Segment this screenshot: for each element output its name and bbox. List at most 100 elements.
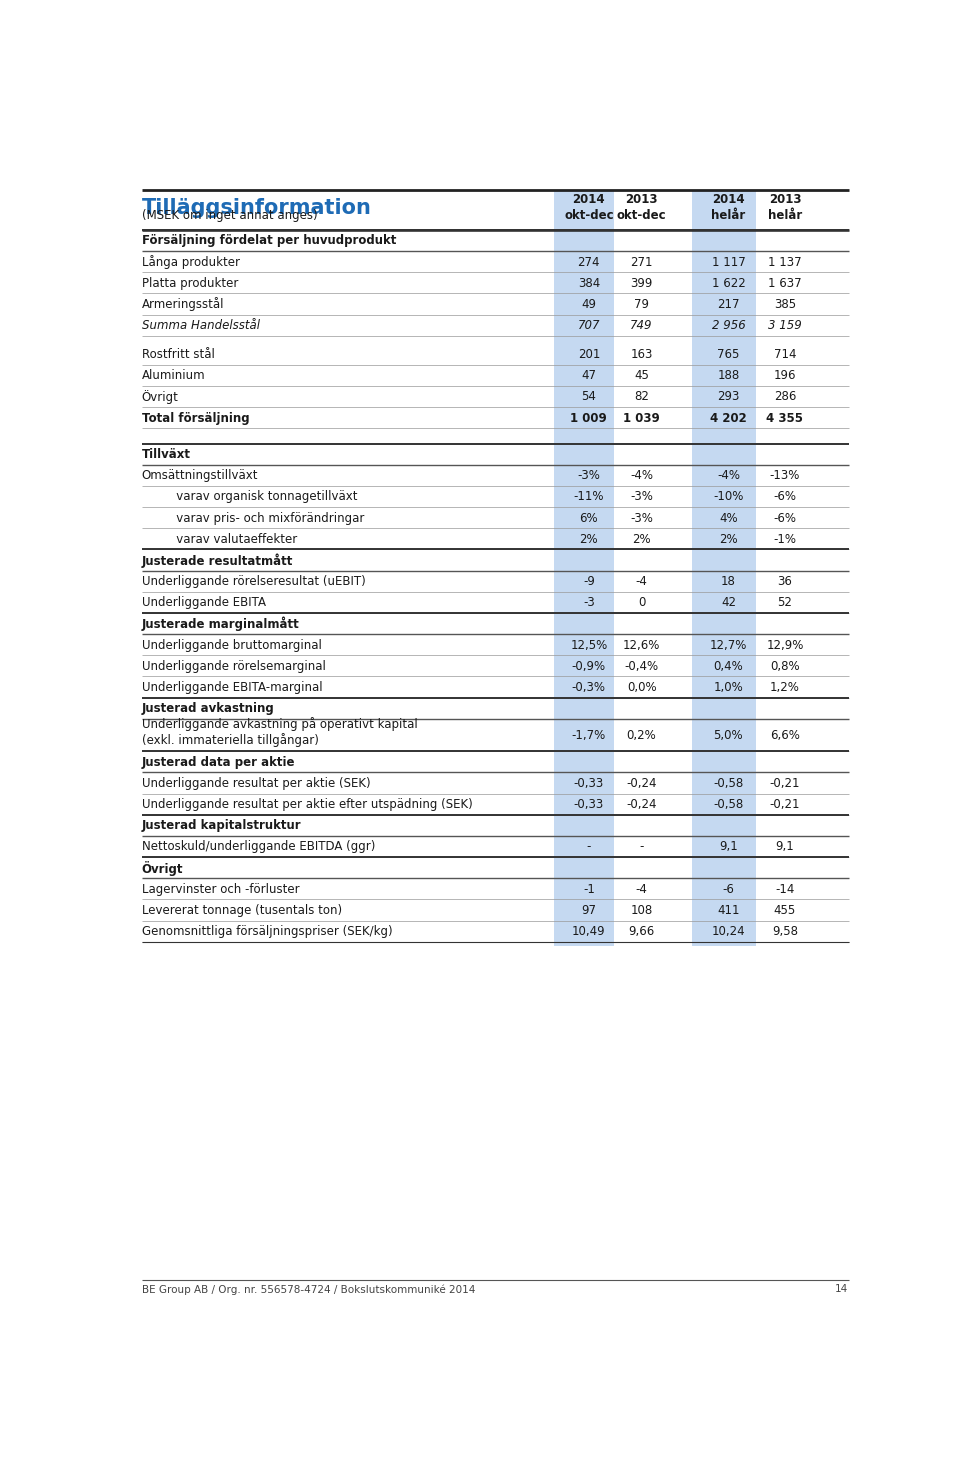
Text: -0,58: -0,58 (713, 798, 743, 812)
Text: okt-dec: okt-dec (564, 209, 613, 222)
Text: 0: 0 (637, 597, 645, 610)
Text: 36: 36 (778, 574, 792, 588)
Text: 749: 749 (631, 320, 653, 331)
Text: Nettoskuld/underliggande EBITDA (ggr): Nettoskuld/underliggande EBITDA (ggr) (142, 841, 375, 853)
Text: -3%: -3% (577, 470, 600, 482)
Text: Aluminium: Aluminium (142, 370, 205, 382)
Text: Underliggande resultat per aktie (SEK): Underliggande resultat per aktie (SEK) (142, 776, 371, 790)
Text: 0,2%: 0,2% (627, 729, 657, 742)
Text: 1 637: 1 637 (768, 277, 802, 290)
Text: -4%: -4% (630, 470, 653, 482)
Text: Justerade resultatmått: Justerade resultatmått (142, 554, 293, 567)
Text: Underliggande avkastning på operativt kapital
(exkl. immateriella tillgångar): Underliggande avkastning på operativt ka… (142, 717, 418, 747)
Text: 97: 97 (582, 904, 596, 916)
Text: 217: 217 (717, 298, 739, 311)
Text: Genomsnittliga försäljningspriser (SEK/kg): Genomsnittliga försäljningspriser (SEK/k… (142, 925, 393, 938)
Text: 411: 411 (717, 904, 739, 916)
Text: Platta produkter: Platta produkter (142, 277, 238, 290)
Text: -4: -4 (636, 574, 647, 588)
Text: 1 622: 1 622 (711, 277, 745, 290)
Text: -1: -1 (583, 882, 595, 896)
Text: 455: 455 (774, 904, 796, 916)
Text: 0,8%: 0,8% (770, 660, 800, 673)
Text: Levererat tonnage (tusentals ton): Levererat tonnage (tusentals ton) (142, 904, 342, 916)
Text: -0,58: -0,58 (713, 776, 743, 790)
Text: 45: 45 (635, 370, 649, 382)
Text: 384: 384 (578, 277, 600, 290)
Text: 10,24: 10,24 (711, 925, 745, 938)
Text: 2014: 2014 (712, 193, 745, 206)
Text: (MSEK om inget annat anges): (MSEK om inget annat anges) (142, 209, 318, 222)
Text: Försäljning fördelat per huvudprodukt: Försäljning fördelat per huvudprodukt (142, 234, 396, 247)
Text: 293: 293 (717, 390, 739, 404)
Text: -: - (587, 841, 591, 853)
Text: 274: 274 (578, 256, 600, 268)
Text: 0,4%: 0,4% (713, 660, 743, 673)
Text: -4%: -4% (717, 470, 740, 482)
Text: helår: helår (711, 209, 746, 222)
Text: Underliggande rörelsemarginal: Underliggande rörelsemarginal (142, 660, 325, 673)
Text: 201: 201 (578, 348, 600, 361)
Text: varav organisk tonnagetillväxt: varav organisk tonnagetillväxt (165, 491, 357, 504)
Text: Övrigt: Övrigt (142, 860, 183, 875)
Text: -: - (639, 841, 644, 853)
Text: -6%: -6% (774, 491, 797, 504)
Text: 1,0%: 1,0% (713, 681, 743, 694)
Text: Underliggande EBITA: Underliggande EBITA (142, 597, 266, 610)
Text: 714: 714 (774, 348, 796, 361)
Text: 0,0%: 0,0% (627, 681, 657, 694)
Text: -0,24: -0,24 (626, 776, 657, 790)
Text: 2%: 2% (719, 533, 737, 546)
Text: Armeringsstål: Armeringsstål (142, 298, 225, 311)
Text: 399: 399 (631, 277, 653, 290)
Text: Total försäljning: Total försäljning (142, 411, 250, 424)
Text: 9,1: 9,1 (776, 841, 794, 853)
Text: 18: 18 (721, 574, 735, 588)
Text: 9,1: 9,1 (719, 841, 737, 853)
Text: 6%: 6% (580, 511, 598, 524)
Text: 707: 707 (578, 320, 600, 331)
Text: Justerad data per aktie: Justerad data per aktie (142, 756, 296, 769)
Text: -3: -3 (583, 597, 595, 610)
Text: Lagervinster och -förluster: Lagervinster och -förluster (142, 882, 300, 896)
Text: 1 117: 1 117 (711, 256, 745, 268)
Text: varav valutaeffekter: varav valutaeffekter (165, 533, 298, 546)
Text: 54: 54 (582, 390, 596, 404)
Text: Underliggande bruttomarginal: Underliggande bruttomarginal (142, 639, 322, 651)
Text: Omsättningstillväxt: Omsättningstillväxt (142, 470, 258, 482)
Text: Summa Handelsstål: Summa Handelsstål (142, 320, 260, 331)
Text: -14: -14 (776, 882, 795, 896)
Text: Justerad kapitalstruktur: Justerad kapitalstruktur (142, 819, 301, 832)
Bar (692, 190, 756, 946)
Text: okt-dec: okt-dec (616, 209, 666, 222)
Text: Underliggande rörelseresultat (uEBIT): Underliggande rörelseresultat (uEBIT) (142, 574, 366, 588)
Text: 49: 49 (582, 298, 596, 311)
Text: helår: helår (768, 209, 802, 222)
Text: 12,6%: 12,6% (623, 639, 660, 651)
Text: -1%: -1% (774, 533, 797, 546)
Text: -0,21: -0,21 (770, 776, 801, 790)
Text: -0,21: -0,21 (770, 798, 801, 812)
Text: 1,2%: 1,2% (770, 681, 800, 694)
Text: 12,9%: 12,9% (766, 639, 804, 651)
Text: Underliggande EBITA-marginal: Underliggande EBITA-marginal (142, 681, 323, 694)
Text: 5,0%: 5,0% (713, 729, 743, 742)
Text: 14: 14 (835, 1284, 849, 1295)
Text: 2 956: 2 956 (711, 320, 745, 331)
Text: -0,9%: -0,9% (572, 660, 606, 673)
Text: 82: 82 (635, 390, 649, 404)
Text: Justerad avkastning: Justerad avkastning (142, 703, 275, 716)
Text: 12,7%: 12,7% (709, 639, 747, 651)
Text: Tillväxt: Tillväxt (142, 448, 191, 461)
Bar (554, 190, 614, 946)
Text: 12,5%: 12,5% (570, 639, 608, 651)
Text: -13%: -13% (770, 470, 800, 482)
Text: 108: 108 (631, 904, 653, 916)
Text: 9,58: 9,58 (772, 925, 798, 938)
Text: -4: -4 (636, 882, 647, 896)
Text: 2013: 2013 (769, 193, 802, 206)
Text: -3%: -3% (630, 491, 653, 504)
Text: 385: 385 (774, 298, 796, 311)
Text: varav pris- och mixförändringar: varav pris- och mixförändringar (165, 511, 365, 524)
Text: Rostfritt stål: Rostfritt stål (142, 348, 215, 361)
